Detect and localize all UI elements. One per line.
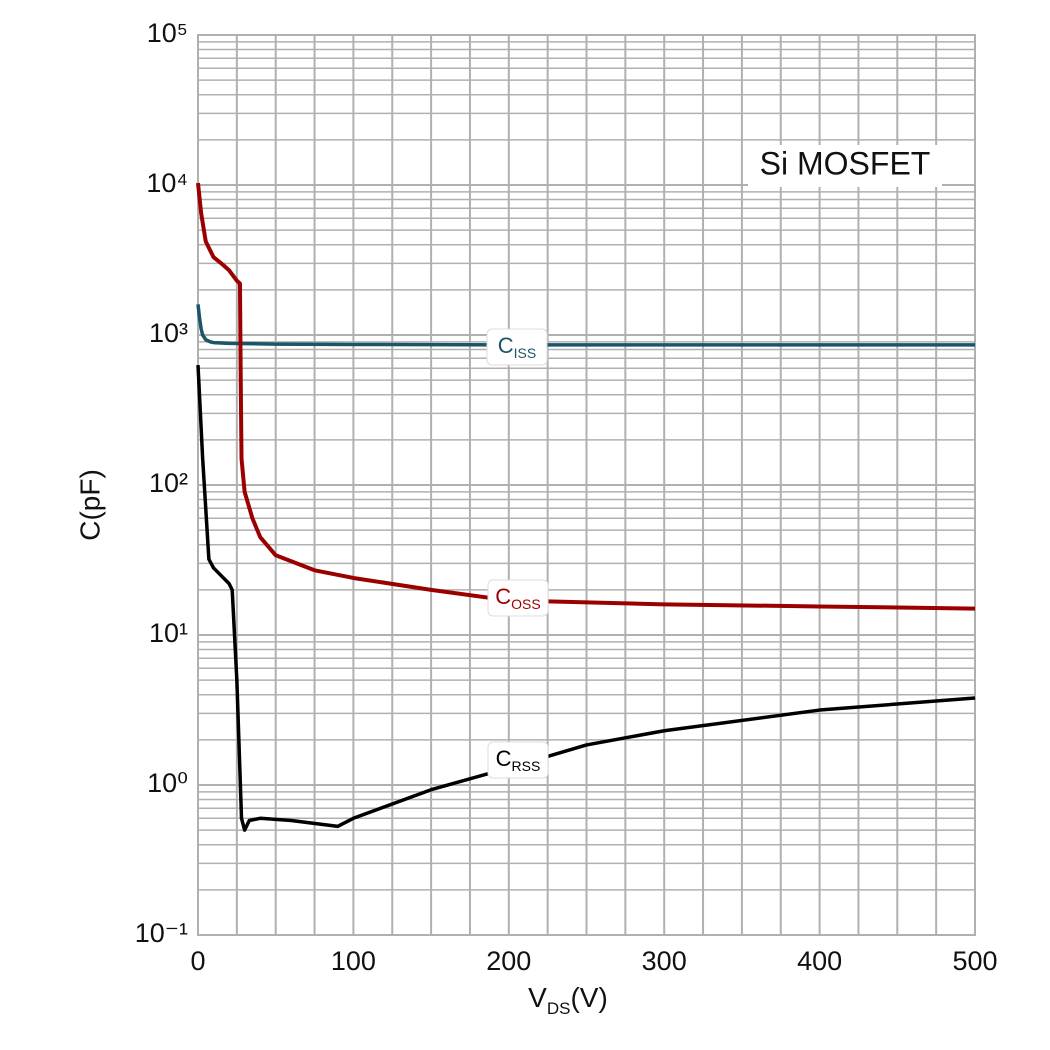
y-tick-label: 10¹ [149, 618, 188, 648]
series-line [196, 304, 975, 347]
series-label-sub: ISS [514, 345, 537, 361]
y-tick-label: 10⁻¹ [135, 918, 188, 948]
series-label-main: C [498, 333, 514, 358]
lines [196, 182, 976, 832]
series-label-box [486, 328, 548, 366]
annotation: Si MOSFET [760, 145, 931, 181]
series-label-main: C [495, 584, 511, 609]
x-axis-label-suffix: (V) [570, 982, 607, 1013]
y-tick-label: 10⁴ [146, 168, 188, 198]
y-tick-label: 10³ [149, 318, 188, 348]
x-axis-label: VDS(V) [528, 982, 608, 1018]
series-label: CISS [498, 333, 536, 361]
series-label: COSS [495, 584, 540, 612]
y-axis-label: C(pF) [74, 469, 105, 541]
series-line [196, 365, 976, 832]
series-label-sub: OSS [511, 596, 541, 612]
series-label: CRSS [496, 746, 541, 774]
y-tick-label: 10⁵ [147, 18, 188, 48]
series-label-sub: RSS [512, 758, 541, 774]
series-label-main: C [496, 746, 512, 771]
x-tick-label: 400 [797, 946, 842, 976]
plot-frame [197, 34, 976, 936]
series-label-box [487, 579, 549, 617]
x-axis-label-main: V [528, 982, 547, 1013]
x-tick-label: 500 [952, 946, 997, 976]
annotation-box [748, 145, 942, 187]
y-tick-label: 10² [149, 468, 188, 498]
x-tick-label: 0 [190, 946, 205, 976]
series-label-box [487, 741, 549, 779]
x-tick-label: 200 [486, 946, 531, 976]
x-axis-label-sub: DS [547, 999, 571, 1018]
y-tick-label: 10⁰ [147, 768, 188, 798]
x-tick-label: 100 [331, 946, 376, 976]
x-tick-label: 300 [642, 946, 687, 976]
series-line [196, 182, 976, 611]
